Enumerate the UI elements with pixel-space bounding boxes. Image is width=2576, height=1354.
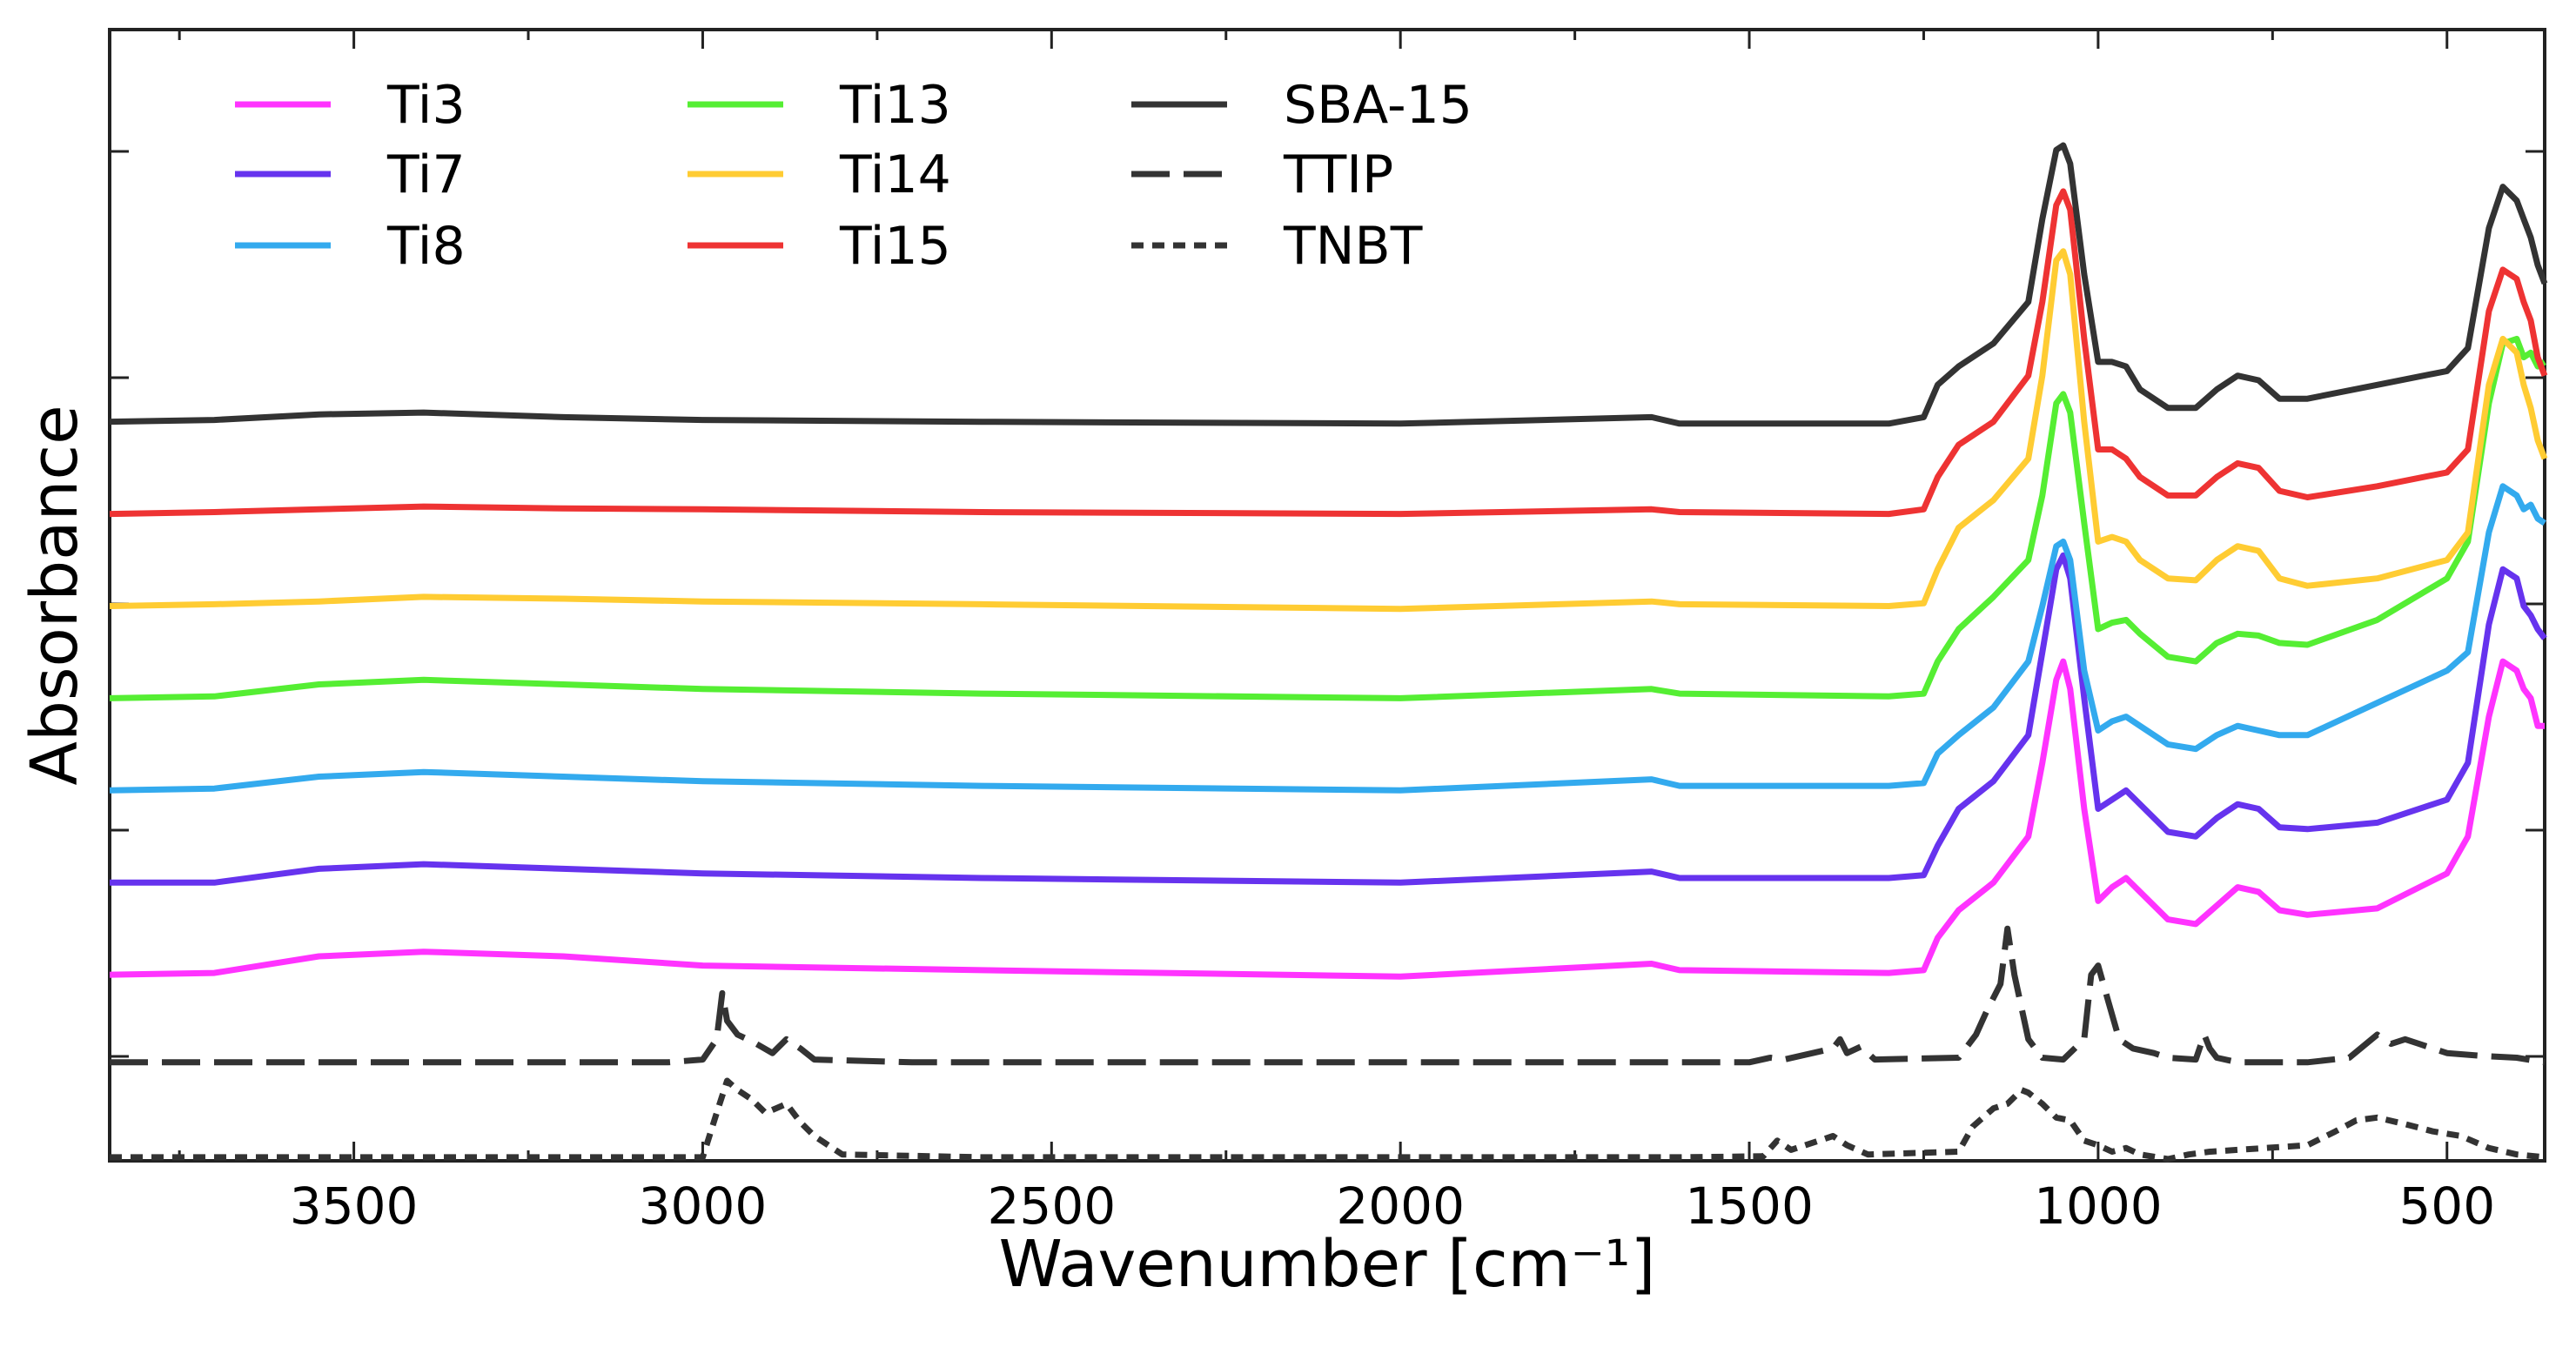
legend-label-ti8: Ti8 [386, 216, 466, 277]
x-tick-label: 3000 [639, 1176, 768, 1236]
series-line-tnbt [110, 1077, 2546, 1163]
series-layer [109, 142, 2548, 1163]
legend: Ti3 Ti7 Ti8 Ti13 Ti14 Ti15 SBA-15 TTIP TNBT [235, 75, 1472, 277]
x-tick-label: 1000 [2034, 1176, 2163, 1236]
legend-label-ttip: TTIP [1283, 144, 1393, 205]
series-line-ti14 [109, 248, 2548, 613]
legend-label-tnbt: TNBT [1283, 216, 1423, 277]
series-line-ti13 [109, 335, 2546, 701]
x-tick-label: 2500 [988, 1176, 1117, 1236]
legend-label-ti3: Ti3 [386, 75, 466, 136]
x-tick-label: 1500 [1685, 1176, 1814, 1236]
plot-frame [108, 28, 2546, 1163]
series-line-ti7 [110, 552, 2547, 886]
series-line-ttip [110, 925, 2546, 1066]
legend-label-ti13: Ti13 [839, 75, 951, 136]
legend-label-sba-15: SBA-15 [1284, 75, 1472, 136]
legend-label-ti15: Ti15 [839, 216, 951, 277]
x-tick-label: 3500 [290, 1176, 419, 1236]
series-line-ti3 [109, 658, 2545, 980]
legend-label-ti14: Ti14 [839, 144, 951, 205]
legend-label-ti7: Ti7 [386, 144, 466, 205]
x-axis-ticks: 3500 3000 2500 2000 1500 1000 500 [110, 30, 2545, 1236]
x-axis-title: Wavenumber [cm⁻¹] [999, 1227, 1656, 1302]
y-axis-title: Absorbance [17, 405, 92, 785]
series-line-sba-15 [109, 142, 2548, 427]
series-line-ti15 [109, 188, 2548, 518]
x-tick-label: 500 [2398, 1176, 2495, 1236]
series-line-ti8 [109, 483, 2546, 794]
x-tick-label: 2000 [1336, 1176, 1465, 1236]
